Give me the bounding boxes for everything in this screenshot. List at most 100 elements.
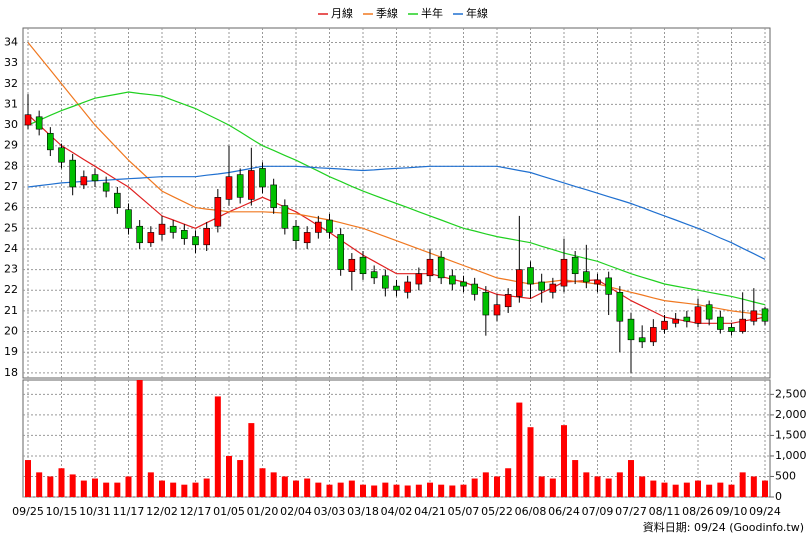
candle-body [225,176,233,200]
ma-line [27,165,766,260]
volume-bar [572,460,579,497]
candle-body [717,316,724,330]
candle-body [248,170,255,200]
volume-bar [505,468,512,497]
volume-bar [739,472,746,497]
candle-body [382,275,389,289]
candle-body [270,184,277,208]
volume-bar [650,480,657,497]
volume-bar [494,476,500,497]
y-tick-label: 18 [4,366,18,379]
legend-label: 月線 [331,6,353,20]
candle-body [583,271,590,283]
y-tick-label: 27 [4,180,18,193]
candle-body [91,174,99,182]
volume-bar [538,476,545,497]
volume-bar [683,482,690,497]
volume-bar [628,460,634,497]
x-tick-label: 05/07 [448,505,480,518]
candle-body [24,114,32,126]
y-tick-label: 23 [4,263,18,276]
volume-bar [449,485,456,497]
candle-body [761,308,769,322]
y-tick-label: 31 [4,97,18,110]
candle-body [80,176,88,186]
volume-bar [516,402,523,497]
candle-body [527,267,534,285]
x-tick-label: 08/26 [682,505,714,518]
volume-bar [482,472,489,497]
candle-body [326,219,333,233]
volume-bar [25,460,31,497]
y-tick-label: 33 [4,56,18,69]
volume-bar [92,478,98,497]
volume-bar [762,480,768,497]
candle-body [616,292,624,322]
x-tick-label: 01/20 [247,505,279,518]
x-tick-label: 04/21 [414,505,446,518]
volume-tick-label: 2,000 [775,408,807,421]
candle-body [359,256,367,275]
volume-bar [404,485,411,497]
volume-bar [605,478,612,497]
volume-bar [460,484,467,497]
volume-bar [69,474,76,497]
volume-bar [661,482,668,497]
candle-body [638,337,646,343]
volume-bar [159,480,165,497]
candle-body [504,294,512,308]
x-tick-label: 09/25 [12,505,44,518]
candle-body [605,277,612,295]
y-tick-label: 25 [4,221,18,234]
volume-bar [80,480,87,497]
volume-bar [326,484,333,497]
legend-label: 半年 [421,6,443,20]
volume-tick-label: 0 [775,490,782,503]
x-tick-label: 02/04 [280,505,312,518]
candle-body [47,133,54,151]
candle-body [181,230,188,239]
volume-bar [750,476,757,497]
x-tick-label: 12/17 [180,505,212,518]
candle-body [125,209,132,229]
y-tick-label: 19 [4,345,18,358]
candle-body [370,271,378,279]
volume-bar [304,478,311,497]
candle-body [471,283,478,295]
candle-body [683,316,691,322]
candle-body [69,159,76,188]
y-tick-label: 20 [4,325,18,338]
candle-body [348,258,356,272]
candle-body [449,275,456,285]
ma-line [27,114,766,324]
volume-bar [270,472,277,497]
candle-body [594,279,601,285]
volume-bar [170,482,177,497]
x-tick-label: 06/08 [515,505,547,518]
x-tick-label: 01/05 [213,505,245,518]
candle-body [516,269,523,297]
volume-bar [717,482,724,497]
volume-bar [237,460,244,497]
candle-body [627,318,635,341]
candle-body [114,192,121,208]
volume-tick-label: 500 [775,469,796,482]
volume-bar [371,485,378,497]
candle-body [694,306,702,324]
volume-bar [427,482,433,497]
volume-bar [259,468,266,497]
volume-bar [293,480,299,497]
volume-bar [147,472,154,497]
x-tick-label: 09/24 [749,505,781,518]
candle-body [58,147,65,163]
volume-bar [706,484,713,497]
candle-body [303,232,311,244]
volume-tick-label: 1,500 [775,428,807,441]
x-tick-label: 12/02 [146,505,178,518]
x-tick-label: 07/27 [615,505,647,518]
volume-bar [549,478,556,497]
volume-bar [136,380,143,497]
volume-bar [281,476,288,497]
candle-body [292,225,300,241]
volume-bar [181,484,188,497]
